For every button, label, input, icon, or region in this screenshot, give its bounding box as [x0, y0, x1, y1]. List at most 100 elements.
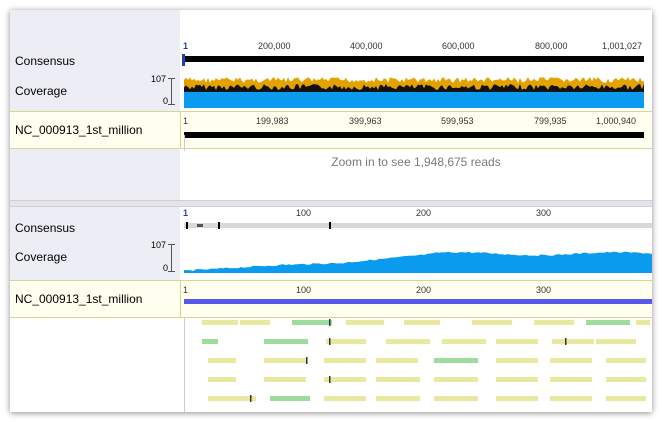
bottom-reference-label-box	[10, 281, 181, 317]
top-reference-tick-1: 399,963	[349, 116, 382, 126]
bottom-reference-tick-0: 100	[296, 285, 312, 295]
read-34[interactable]	[270, 396, 310, 401]
read-9[interactable]	[202, 339, 218, 344]
read-11[interactable]	[326, 339, 366, 344]
bottom-ruler-tick-2: 300	[536, 208, 552, 218]
bottom-consensus-variant-2	[197, 224, 203, 227]
bottom-consensus-variant-1	[186, 222, 188, 229]
read-22[interactable]	[496, 358, 538, 363]
read-13[interactable]	[442, 339, 486, 344]
read-19[interactable]	[324, 358, 366, 363]
bottom-reference-tick-start: 1	[183, 285, 189, 295]
read-27[interactable]	[324, 377, 366, 382]
read-36[interactable]	[376, 396, 420, 401]
read-3[interactable]	[346, 320, 384, 325]
bottom-consensus-variant-4	[329, 222, 331, 229]
top-coverage-axis-cap-bottom	[168, 104, 175, 105]
bottom-reference-tick-2: 300	[536, 285, 552, 295]
read-5[interactable]	[472, 320, 512, 325]
read-mismatch-0	[329, 319, 331, 326]
top-ruler[interactable]: 1 200,000 400,000 600,000 800,000 1,001,…	[180, 38, 652, 58]
read-31[interactable]	[550, 377, 592, 382]
reads-area[interactable]	[180, 317, 652, 412]
read-mismatch-1	[329, 338, 331, 345]
top-reference-tick-2: 599,953	[441, 116, 474, 126]
read-28[interactable]	[376, 377, 420, 382]
bottom-coverage-axis-cap-bottom	[168, 271, 175, 272]
read-4[interactable]	[404, 320, 440, 325]
read-35[interactable]	[324, 396, 366, 401]
read-1[interactable]	[240, 320, 270, 325]
read-2[interactable]	[292, 320, 332, 325]
top-coverage-axis-cap-top	[168, 78, 175, 79]
top-reference-bar[interactable]	[184, 132, 644, 138]
read-40[interactable]	[606, 396, 646, 401]
bottom-consensus-variant-3	[218, 222, 220, 229]
read-mismatch-2	[306, 357, 308, 364]
top-coverage-max: 107	[151, 74, 167, 84]
read-29[interactable]	[434, 377, 478, 382]
top-coverage-axis	[171, 78, 172, 104]
bottom-ruler-tick-0: 100	[296, 208, 312, 218]
read-17[interactable]	[208, 358, 236, 363]
read-15[interactable]	[552, 339, 594, 344]
read-30[interactable]	[496, 377, 538, 382]
read-26[interactable]	[264, 377, 306, 382]
read-18[interactable]	[264, 358, 306, 363]
read-6[interactable]	[534, 320, 574, 325]
bottom-coverage-label: Coverage	[15, 250, 68, 264]
bottom-coverage-min: 0	[163, 263, 169, 273]
top-consensus-label: Consensus	[15, 54, 76, 68]
read-33[interactable]	[208, 396, 256, 401]
bottom-label-column	[10, 207, 180, 287]
bottom-ruler[interactable]: 1 100 200 300	[180, 205, 652, 223]
bottom-coverage-max: 107	[151, 240, 167, 250]
read-32[interactable]	[606, 377, 646, 382]
top-reference-tick-3: 799,935	[534, 116, 567, 126]
zoom-message: Zoom in to see 1,948,675 reads	[331, 155, 501, 169]
top-consensus-start-marker	[182, 54, 185, 66]
read-23[interactable]	[550, 358, 592, 363]
read-37[interactable]	[434, 396, 478, 401]
top-reference-tick-0: 199,983	[256, 116, 289, 126]
bottom-consensus-bar[interactable]	[184, 223, 652, 228]
read-20[interactable]	[376, 358, 418, 363]
top-ruler-start: 1	[183, 41, 189, 51]
bottom-reference-bar[interactable]	[184, 299, 652, 304]
top-label-column	[10, 10, 180, 111]
read-16[interactable]	[596, 339, 636, 344]
read-7[interactable]	[586, 320, 630, 325]
top-consensus-bar[interactable]	[184, 56, 644, 62]
bottom-reference-name: NC_000913_1st_million	[15, 292, 143, 306]
read-mismatch-4	[250, 395, 252, 402]
bottom-ruler-start: 1	[183, 208, 189, 218]
top-reference-name: NC_000913_1st_million	[15, 123, 143, 137]
read-24[interactable]	[606, 358, 646, 363]
top-reference-label-box	[10, 112, 181, 148]
read-14[interactable]	[496, 339, 538, 344]
read-8[interactable]	[636, 320, 650, 325]
read-mismatch-5	[565, 338, 567, 345]
top-reference-tick-4: 1,000,940	[596, 116, 637, 126]
read-21[interactable]	[434, 358, 478, 363]
panel-divider[interactable]	[10, 200, 652, 207]
bottom-ruler-tick-1: 200	[416, 208, 432, 218]
assembly-viewer-window: 1 200,000 400,000 600,000 800,000 1,001,…	[10, 10, 652, 412]
read-25[interactable]	[208, 377, 236, 382]
bottom-coverage-graph[interactable]	[184, 243, 652, 273]
top-reference-tick-start: 1	[183, 116, 189, 126]
top-label-column-lower	[10, 148, 180, 200]
top-coverage-graph[interactable]	[184, 74, 644, 108]
read-mismatch-3	[329, 376, 331, 383]
read-10[interactable]	[264, 339, 308, 344]
read-38[interactable]	[496, 396, 538, 401]
read-39[interactable]	[550, 396, 592, 401]
top-ruler-tick-4: 1,001,027	[602, 41, 643, 51]
top-coverage-label: Coverage	[15, 84, 68, 98]
read-12[interactable]	[386, 339, 430, 344]
top-reference-row[interactable]: NC_000913_1st_million 1 199,983 399,963 …	[10, 111, 652, 149]
bottom-reference-row[interactable]: NC_000913_1st_million 1 100 200 300	[10, 280, 652, 318]
read-0[interactable]	[202, 320, 238, 325]
top-ruler-tick-3: 800,000	[535, 41, 568, 51]
bottom-consensus-label: Consensus	[15, 221, 76, 235]
